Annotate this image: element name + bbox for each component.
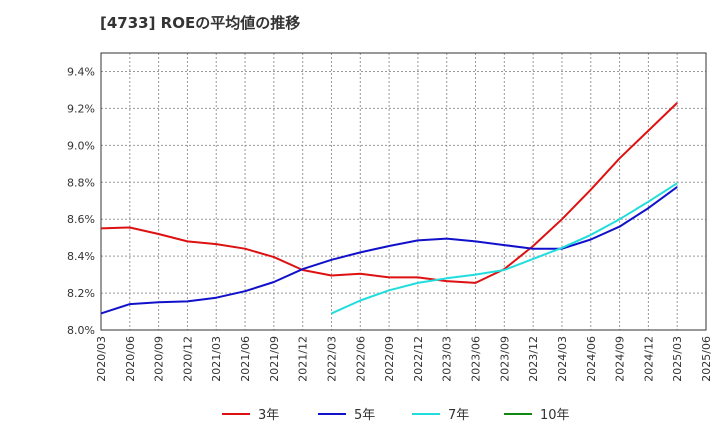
x-tick-label: 2020/12 [181, 336, 194, 382]
y-tick-label: 9.2% [67, 102, 95, 115]
legend-label: 5年 [354, 408, 375, 423]
chart-title: [4733] ROEの平均値の推移 [100, 14, 301, 32]
x-tick-label: 2024/09 [614, 336, 627, 382]
x-tick-label: 2023/03 [441, 336, 454, 382]
x-tick-label: 2023/09 [498, 336, 511, 382]
x-tick-label: 2021/12 [297, 336, 310, 382]
y-tick-label: 8.6% [67, 213, 95, 226]
x-tick-label: 2023/06 [470, 336, 483, 382]
x-tick-label: 2020/09 [153, 336, 166, 382]
series-line-5年 [100, 186, 678, 315]
x-tick-label: 2024/03 [556, 336, 569, 382]
x-tick-label: 2022/06 [354, 336, 367, 382]
x-tick-label: 2021/03 [210, 336, 223, 382]
y-tick-label: 8.0% [67, 324, 95, 337]
x-tick-label: 2025/06 [700, 336, 713, 382]
y-tick-label: 8.4% [67, 250, 95, 263]
x-tick-label: 2020/06 [124, 336, 137, 382]
x-tick-label: 2025/03 [671, 336, 684, 382]
x-tick-label: 2024/12 [642, 336, 655, 382]
y-tick-label: 9.0% [67, 139, 95, 152]
series-line-3年 [100, 102, 678, 284]
x-tick-label: 2024/06 [585, 336, 598, 382]
x-tick-label: 2020/03 [95, 336, 108, 382]
x-tick-label: 2021/09 [268, 336, 281, 382]
x-tick-label: 2023/12 [527, 336, 540, 382]
legend-label: 10年 [540, 408, 570, 423]
legend-label: 7年 [448, 408, 469, 423]
y-tick-label: 8.2% [67, 287, 95, 300]
x-tick-label: 2022/03 [325, 336, 338, 382]
y-tick-label: 8.8% [67, 176, 95, 189]
x-tick-label: 2022/09 [383, 336, 396, 382]
legend-label: 3年 [258, 408, 279, 423]
y-tick-label: 9.4% [67, 65, 95, 78]
x-tick-label: 2021/06 [239, 336, 252, 382]
series-line-7年 [331, 182, 678, 315]
plot-area-frame [100, 52, 707, 331]
x-tick-label: 2022/12 [412, 336, 425, 382]
